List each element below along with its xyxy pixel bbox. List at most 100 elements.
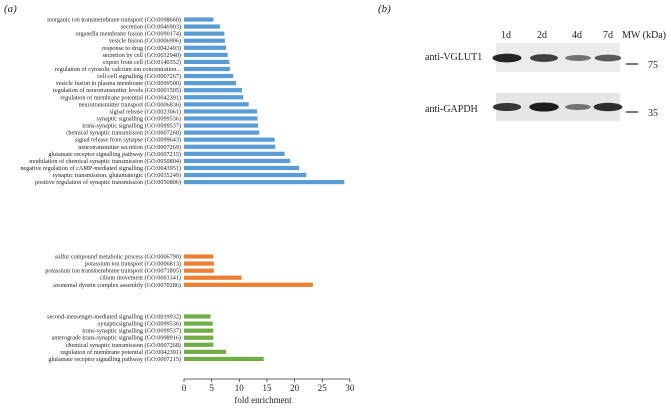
category-label: vesicle fusion to plasma membrane (GO:00… <box>56 80 181 87</box>
category-label: potassium ion transmembrane transport (G… <box>45 268 181 275</box>
blot-band <box>593 102 623 112</box>
bar <box>184 282 313 287</box>
category-label: response to drug (GO:0042493) <box>102 45 181 52</box>
category-label: chemical synaptic transmission (GO:00072… <box>66 130 181 137</box>
category-label: secretion by cell (GO:0032940) <box>102 52 181 59</box>
bar <box>184 109 257 114</box>
category-label: neurotransmitter secretion (GO:0007269) <box>78 144 181 151</box>
bar <box>184 144 276 149</box>
category-label: sulfur compound metabolic process (GO:00… <box>55 254 181 261</box>
bar <box>184 52 228 57</box>
x-tick-label: 20 <box>290 383 300 393</box>
bar <box>184 45 227 50</box>
category-label: inorganic ion transmembrane transport (G… <box>47 17 181 24</box>
panel-b-label: (b) <box>378 3 391 15</box>
bar <box>184 81 236 86</box>
blot-row-label: anti-GAPDH <box>425 104 478 115</box>
bar <box>184 31 225 36</box>
blot-band <box>529 102 559 112</box>
category-label: cilium movement (GO:0003341) <box>100 275 181 282</box>
category-label: synaptic transmission, glutamatergic (GO… <box>53 172 181 179</box>
bar <box>184 130 260 135</box>
category-label: glutamate receptor signalling pathway (G… <box>48 356 181 363</box>
category-label: regulation of membrane potential (GO:004… <box>60 349 181 356</box>
category-label: regulation of cytosolic calcium ion conc… <box>55 66 182 73</box>
bar <box>184 335 214 340</box>
category-label: glutamate receptor signalling pathway (G… <box>48 151 181 158</box>
category-label: positive regulation of synaptic transmis… <box>35 179 181 186</box>
category-label: vesicle fusion (GO:0006906) <box>109 38 181 45</box>
bar <box>184 17 214 22</box>
category-label: regulation of membrane potential (GO:004… <box>60 94 181 101</box>
blot-band <box>492 53 522 63</box>
bar <box>184 349 227 354</box>
category-label: modulation of chemical synaptic transmis… <box>29 158 181 165</box>
category-label: anterograde trans-synaptic signalling (G… <box>52 335 181 342</box>
blot-band <box>565 104 591 110</box>
category-label: synapticsignalling (GO:0099536) <box>98 321 181 328</box>
bar <box>184 123 259 128</box>
blot-band <box>530 54 558 62</box>
bar <box>184 66 230 72</box>
blot-row-label: anti-VGLUT1 <box>425 52 482 63</box>
blot-lane-label: 7d <box>603 30 613 41</box>
category-label: synaptic signalling (GO:0099536) <box>96 115 181 122</box>
panel-a-label: (a) <box>4 3 17 15</box>
category-label: neurotransmitter transport (GO:0006836) <box>79 101 181 108</box>
x-tick-label: 10 <box>235 383 245 393</box>
bar <box>184 102 249 107</box>
marker-label: 35 <box>648 108 658 119</box>
category-label: cell-cell signalling (GO:0007267) <box>97 73 181 80</box>
category-label: organella membrane fusion (GO:0090174) <box>75 31 181 38</box>
blot-band <box>565 55 591 61</box>
bar <box>184 268 214 273</box>
bar <box>184 261 214 266</box>
bar <box>184 275 242 280</box>
x-tick-label: 15 <box>262 383 272 393</box>
bar <box>184 95 244 100</box>
category-label: export from cell (GO:0140352) <box>103 59 181 66</box>
x-tick-label: 5 <box>209 383 214 393</box>
bar <box>184 328 214 333</box>
category-label: signal release from synapse (GO:0099643) <box>75 137 181 144</box>
category-label: negative regulation of cAMP-mediated sig… <box>20 165 181 172</box>
category-label: chemical synaptic transmission (GO:00072… <box>66 342 181 349</box>
category-label: regulation of neurotransmitter levels (G… <box>53 87 181 94</box>
bar <box>184 38 225 43</box>
category-label: trans-synaptic signalling (GO:0099537) <box>82 328 181 335</box>
blot-lane-label: 4d <box>572 30 582 41</box>
category-label: trans-synaptic signalling (GO:0099537) <box>82 123 181 130</box>
x-axis-title: fold enrichment <box>234 395 292 405</box>
bar <box>184 180 345 185</box>
bar <box>184 314 211 319</box>
mw-header: MW (kDa) <box>622 30 666 41</box>
blot-lane-label: 1d <box>501 30 511 41</box>
bar <box>184 254 214 259</box>
blot-bands <box>492 53 623 112</box>
bar <box>184 116 258 121</box>
bar <box>184 59 230 65</box>
bar <box>184 158 291 163</box>
bar <box>184 88 243 93</box>
bar <box>184 151 285 156</box>
category-label: potassium ion transport (GO:0006813) <box>85 261 181 268</box>
category-label: signal release (GO:0023061) <box>110 108 181 115</box>
bar <box>184 73 234 79</box>
blot-lane-label: 2d <box>537 30 547 41</box>
bar <box>184 356 264 362</box>
category-label: secretion (GO:0046903) <box>121 24 181 31</box>
x-tick-label: 0 <box>182 383 187 393</box>
bar <box>184 24 220 29</box>
western-blot: 1d 2d 4d 7d MW (kDa) anti-VGLUT1 anti-GA… <box>425 30 666 121</box>
category-label: axonemal dynein complex assembly (GO:007… <box>53 282 181 289</box>
x-tick-label: 30 <box>345 383 355 393</box>
x-tick-label: 25 <box>318 383 328 393</box>
blot-band <box>594 54 622 62</box>
enrichment-bar-chart: inorganic ion transmembrane transport (G… <box>20 17 355 406</box>
marker-label: 75 <box>648 60 658 71</box>
blot-band <box>492 102 522 112</box>
bar <box>184 137 275 142</box>
bar <box>184 165 300 171</box>
bar <box>184 172 307 178</box>
